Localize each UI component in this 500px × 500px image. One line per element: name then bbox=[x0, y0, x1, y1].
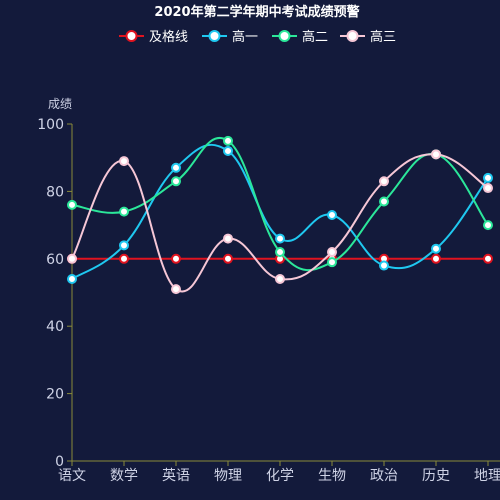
legend-marker bbox=[208, 30, 221, 42]
x-tick-label: 历史 bbox=[422, 468, 450, 484]
data-point[interactable] bbox=[67, 253, 77, 264]
data-point[interactable] bbox=[327, 257, 337, 268]
data-point[interactable] bbox=[431, 149, 441, 160]
data-point[interactable] bbox=[67, 274, 77, 285]
data-point[interactable] bbox=[119, 156, 129, 167]
data-point[interactable] bbox=[223, 145, 233, 156]
legend-marker bbox=[278, 30, 291, 42]
data-point[interactable] bbox=[431, 253, 441, 264]
x-tick-label: 生物 bbox=[318, 468, 346, 484]
data-point[interactable] bbox=[223, 135, 233, 146]
data-point[interactable] bbox=[379, 176, 389, 187]
y-tick-label: 20 bbox=[46, 387, 64, 403]
y-tick-label: 100 bbox=[37, 117, 64, 133]
data-point[interactable] bbox=[171, 176, 181, 187]
data-point[interactable] bbox=[119, 240, 129, 251]
chart-title: 2020年第二学年期中考试成绩预警 bbox=[154, 4, 359, 20]
data-point[interactable] bbox=[379, 196, 389, 207]
data-point[interactable] bbox=[483, 172, 493, 183]
data-point[interactable] bbox=[483, 220, 493, 231]
series-4[interactable] bbox=[67, 149, 493, 295]
legend-label: 高二 bbox=[302, 29, 328, 45]
data-point[interactable] bbox=[431, 243, 441, 254]
legend-item[interactable]: 高一 bbox=[202, 29, 258, 45]
data-point[interactable] bbox=[275, 247, 285, 258]
legend-item[interactable]: 高二 bbox=[272, 29, 328, 45]
x-tick-label: 数学 bbox=[110, 468, 138, 484]
y-tick-label: 40 bbox=[46, 319, 64, 335]
legend-label: 高一 bbox=[232, 29, 258, 45]
x-tick-label: 语文 bbox=[58, 468, 86, 484]
y-tick-label: 80 bbox=[46, 184, 64, 200]
series-3[interactable] bbox=[67, 135, 493, 272]
data-point[interactable] bbox=[119, 253, 129, 264]
legend[interactable]: 及格线 高一 高二 高三 bbox=[119, 29, 396, 45]
data-point[interactable] bbox=[171, 162, 181, 173]
data-point[interactable] bbox=[171, 284, 181, 295]
legend-marker bbox=[346, 30, 359, 42]
x-tick-label: 英语 bbox=[162, 467, 190, 484]
data-point[interactable] bbox=[275, 233, 285, 244]
data-point[interactable] bbox=[171, 253, 181, 264]
data-point[interactable] bbox=[483, 253, 493, 264]
data-point[interactable] bbox=[223, 233, 233, 244]
data-point[interactable] bbox=[483, 183, 493, 194]
data-point[interactable] bbox=[223, 253, 233, 264]
y-axis-label: 成绩 bbox=[48, 97, 72, 111]
legend-label: 及格线 bbox=[149, 29, 188, 45]
axes: 0 20 40 60 80 100 语文 数学 英语 物理 化学 生物 政治 历史 地理 bbox=[37, 117, 500, 484]
series-layer bbox=[67, 135, 493, 295]
data-point[interactable] bbox=[119, 206, 129, 217]
legend-marker bbox=[125, 30, 138, 42]
x-tick-label: 物理 bbox=[214, 468, 242, 484]
y-tick-label: 0 bbox=[55, 454, 64, 470]
x-tick-label: 地理 bbox=[474, 468, 500, 484]
data-point[interactable] bbox=[327, 247, 337, 258]
x-tick-label: 化学 bbox=[266, 468, 294, 484]
data-point[interactable] bbox=[379, 260, 389, 271]
data-point[interactable] bbox=[275, 274, 285, 285]
legend-label: 高三 bbox=[370, 29, 396, 45]
data-point[interactable] bbox=[327, 209, 337, 220]
data-point[interactable] bbox=[67, 199, 77, 210]
legend-item[interactable]: 高三 bbox=[340, 29, 396, 45]
series-line[interactable] bbox=[71, 153, 489, 293]
y-tick-label: 60 bbox=[46, 252, 64, 268]
legend-item[interactable]: 及格线 bbox=[119, 29, 188, 45]
x-tick-label: 政治 bbox=[370, 468, 398, 484]
series-2[interactable] bbox=[67, 143, 493, 285]
